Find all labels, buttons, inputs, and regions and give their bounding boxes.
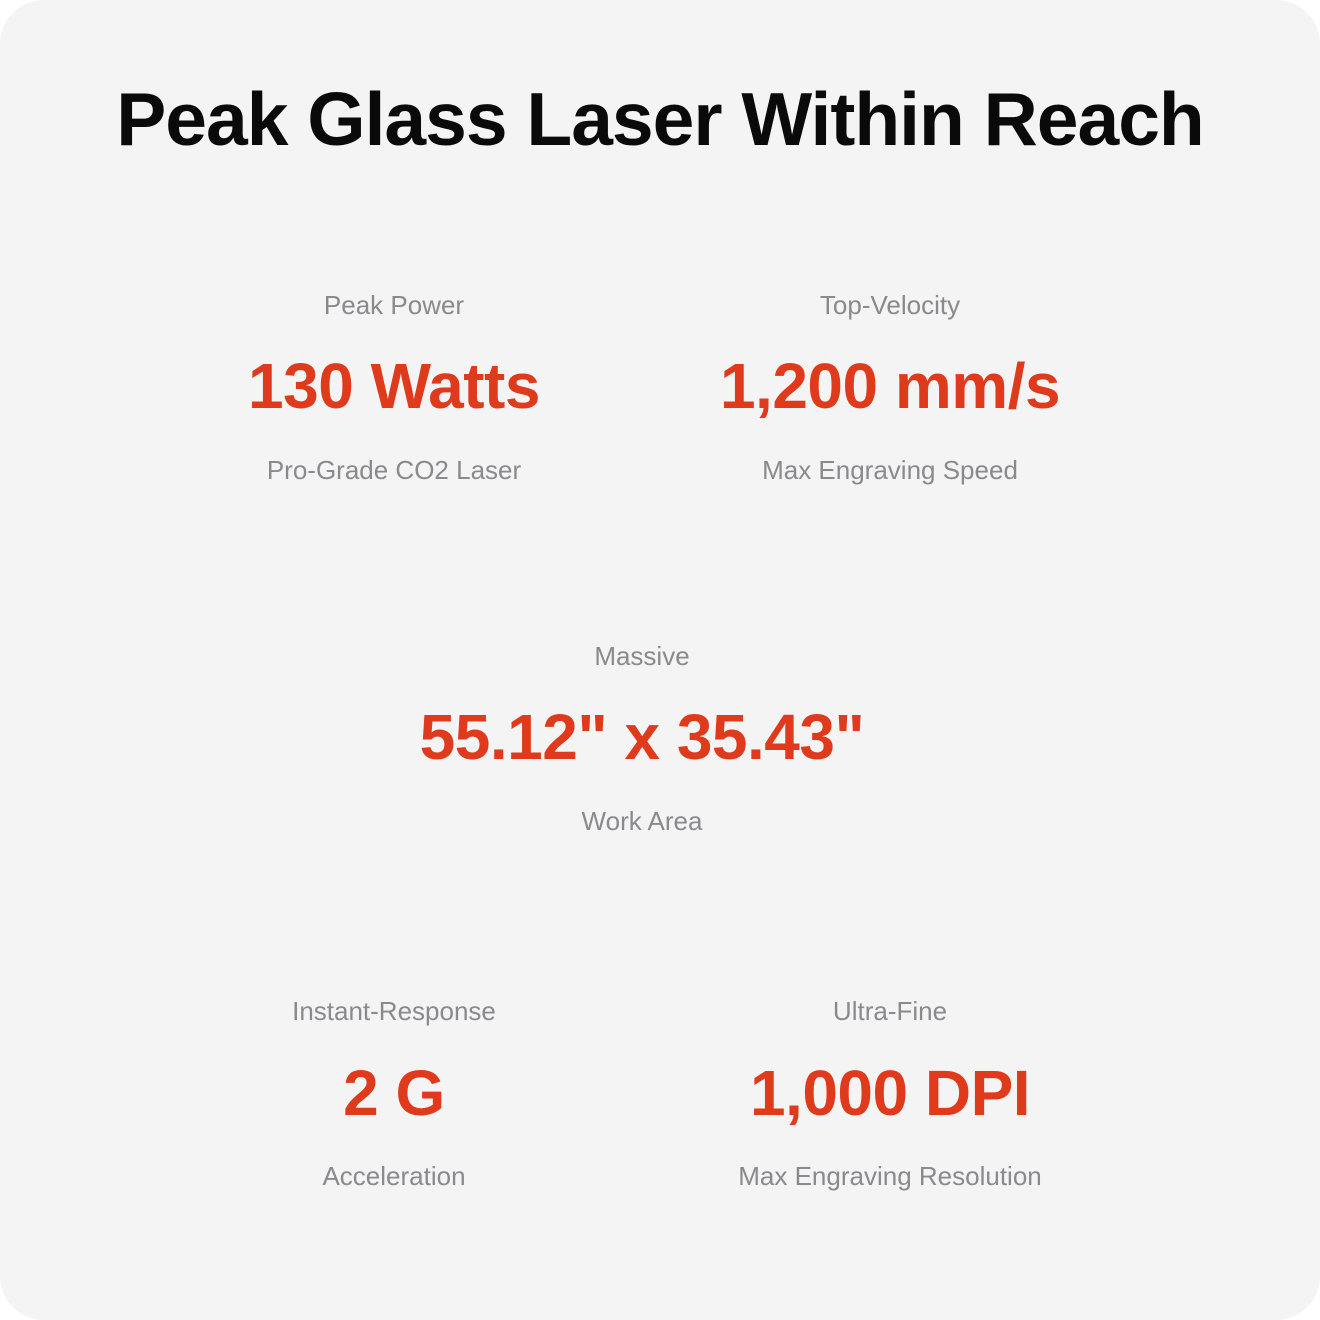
- stats-row-middle: Massive 55.12" x 35.43" Work Area: [146, 640, 1138, 839]
- stat-top-velocity-value: 1,200 mm/s: [719, 350, 1061, 423]
- stat-peak-power: Peak Power 130 Watts Pro-Grade CO2 Laser: [146, 289, 642, 488]
- stat-resolution: Ultra-Fine 1,000 DPI Max Engraving Resol…: [642, 995, 1138, 1194]
- stat-peak-power-value: 130 Watts: [248, 350, 540, 423]
- stat-work-area-label: Massive: [594, 640, 690, 671]
- page-title: Peak Glass Laser Within Reach: [116, 77, 1204, 161]
- stat-acceleration-value: 2 G: [343, 1056, 445, 1129]
- stats-row-top: Peak Power 130 Watts Pro-Grade CO2 Laser…: [146, 289, 1138, 488]
- stat-peak-power-sublabel: Pro-Grade CO2 Laser: [266, 454, 522, 485]
- stat-resolution-sublabel: Max Engraving Resolution: [738, 1161, 1042, 1192]
- stat-work-area-sublabel: Work Area: [581, 806, 703, 837]
- stat-acceleration-sublabel: Acceleration: [322, 1161, 466, 1192]
- stat-top-velocity: Top-Velocity 1,200 mm/s Max Engraving Sp…: [642, 289, 1138, 488]
- stat-top-velocity-label: Top-Velocity: [819, 289, 961, 320]
- stat-top-velocity-sublabel: Max Engraving Speed: [762, 454, 1018, 485]
- stats-row-bottom: Instant-Response 2 G Acceleration Ultra-…: [146, 995, 1138, 1194]
- stat-work-area: Massive 55.12" x 35.43" Work Area: [146, 640, 1138, 839]
- stat-peak-power-label: Peak Power: [323, 289, 465, 320]
- stat-acceleration-label: Instant-Response: [292, 995, 496, 1026]
- stat-acceleration: Instant-Response 2 G Acceleration: [146, 995, 642, 1194]
- stat-work-area-value: 55.12" x 35.43": [419, 701, 865, 774]
- stat-resolution-label: Ultra-Fine: [832, 995, 948, 1026]
- stat-resolution-value: 1,000 DPI: [749, 1056, 1031, 1129]
- stats-content: Peak Power 130 Watts Pro-Grade CO2 Laser…: [146, 289, 1138, 1195]
